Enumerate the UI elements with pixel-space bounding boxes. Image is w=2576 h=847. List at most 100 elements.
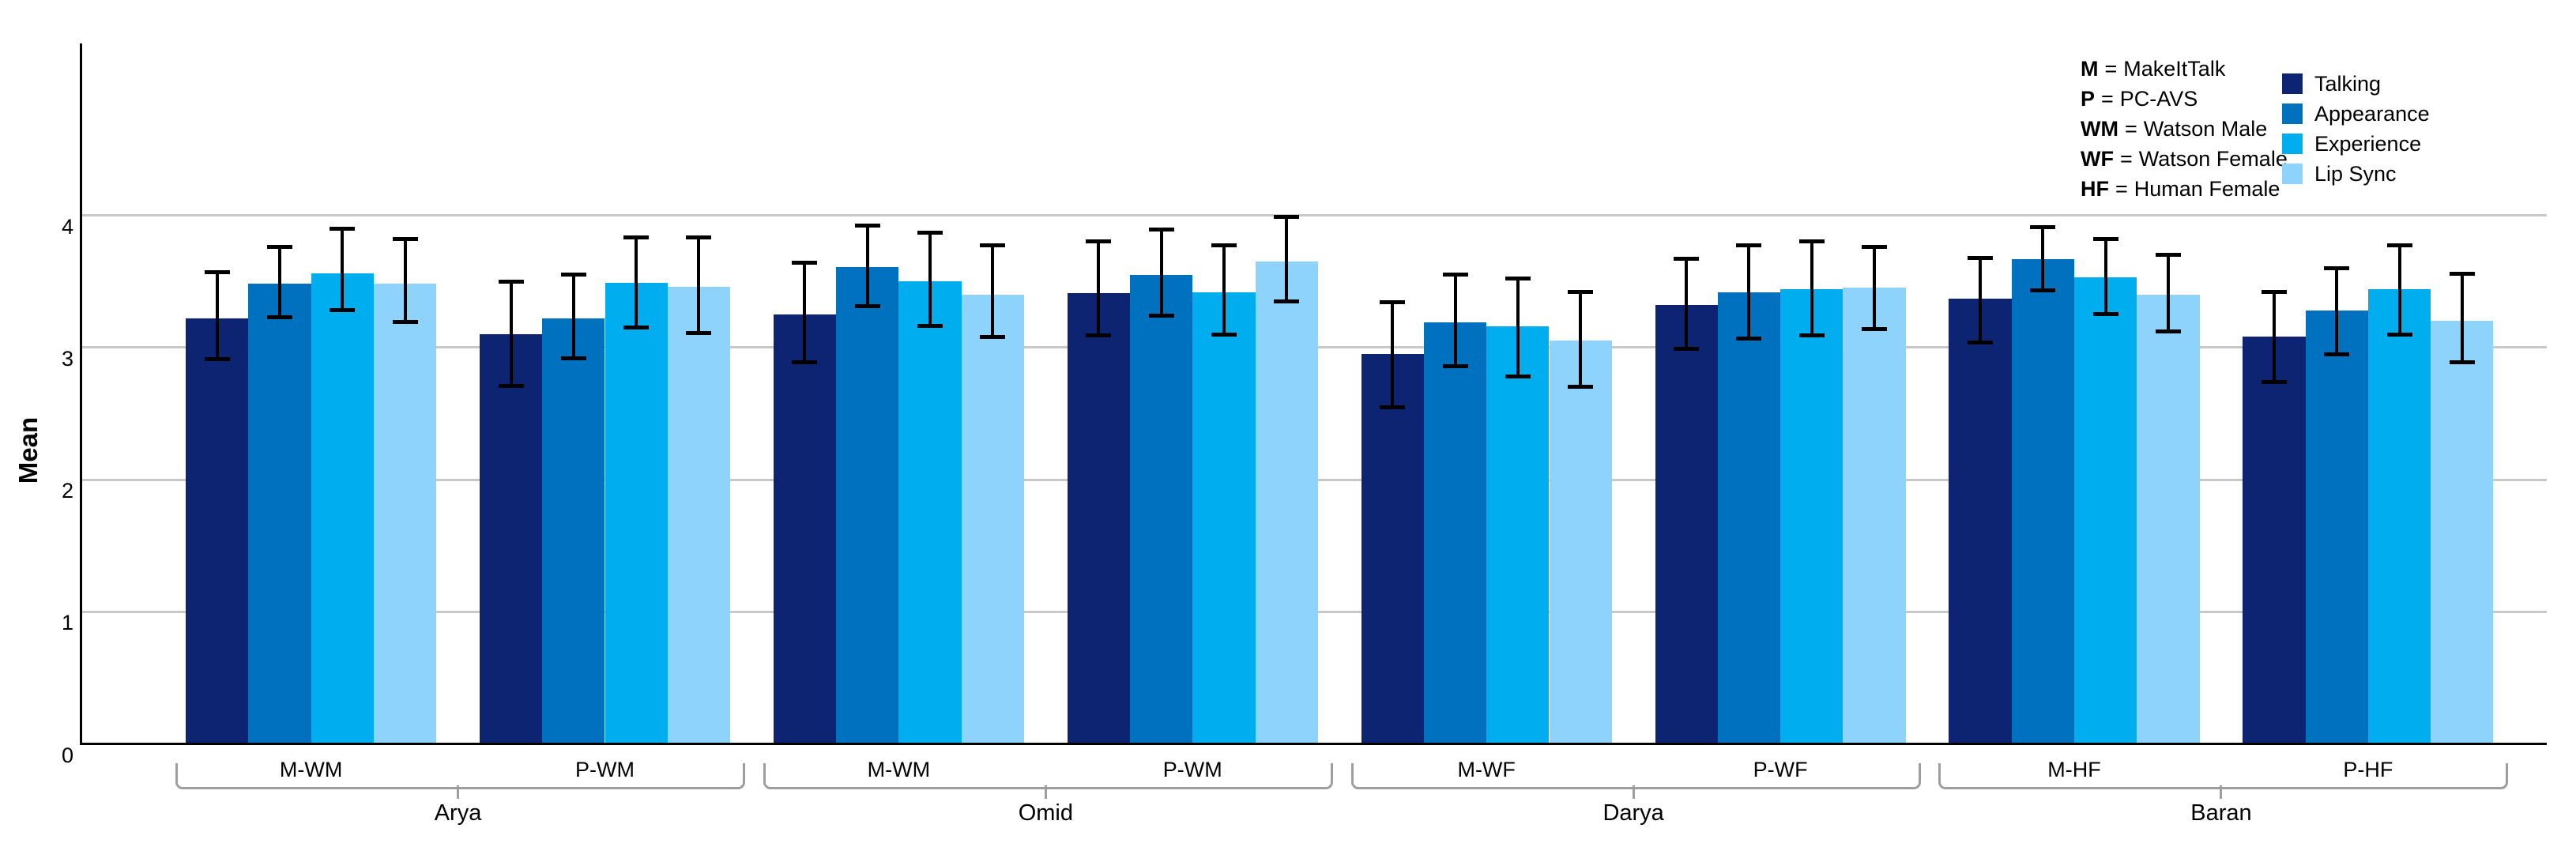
error-bar [1097, 241, 1101, 336]
bar-appearance [248, 284, 311, 744]
error-bar [509, 281, 513, 386]
error-bar-cap [980, 243, 1006, 248]
error-bar-cap [1380, 405, 1406, 409]
abbreviation-definition: PC-AVS [2119, 87, 2198, 111]
bar-appearance [836, 266, 899, 744]
bar-lip-sync [1255, 262, 1318, 744]
bar-experience [1486, 326, 1550, 744]
legend-item-label: Lip Sync [2314, 161, 2397, 186]
abbreviation-item: M = MakeItTalk [2081, 54, 2288, 84]
x-axis-cluster-label: P-WM [574, 758, 635, 781]
legend-color-swatch [2282, 73, 2303, 94]
error-bar-cap [1674, 257, 1700, 262]
error-bar [341, 228, 345, 311]
error-bar-cap [2261, 379, 2287, 384]
error-bar-cap [1086, 333, 1112, 338]
error-bar-cap [392, 237, 418, 242]
y-tick-label: 3 [61, 346, 73, 371]
error-bar-cap [1148, 314, 1174, 318]
bar-lip-sync [2431, 321, 2494, 744]
x-axis-line [80, 743, 2547, 745]
bar-appearance [542, 318, 605, 744]
error-bar-cap [330, 226, 356, 231]
legend-item: Talking [2282, 73, 2430, 94]
error-bar-cap [792, 360, 818, 364]
y-tick-label: 4 [61, 214, 73, 239]
group-bracket [1938, 763, 2509, 789]
error-bar [635, 237, 638, 328]
bar-talking [1361, 354, 1424, 744]
error-bar-cap [686, 330, 712, 335]
error-bar [2103, 239, 2107, 314]
error-bar [1685, 258, 1689, 349]
error-bar [277, 247, 281, 318]
error-bar [403, 239, 407, 322]
equals-sign: = [2101, 87, 2114, 111]
error-bar-cap [1736, 243, 1762, 248]
error-bar-cap [623, 235, 650, 240]
error-bar-cap [1211, 243, 1237, 248]
abbreviation-definition: Human Female [2133, 177, 2280, 201]
bar-talking [1949, 298, 2012, 744]
error-bar-cap [623, 326, 650, 330]
error-bar-cap [2092, 237, 2118, 242]
abbreviation-item: P = PC-AVS [2081, 84, 2288, 114]
error-bar-cap [266, 245, 292, 250]
bar-lip-sync [2137, 294, 2200, 744]
equals-sign: = [2124, 117, 2137, 141]
error-bar-cap [917, 324, 943, 329]
error-bar-cap [2155, 329, 2181, 334]
y-tick-label: 1 [61, 611, 73, 635]
x-axis-cluster-label: M-WM [867, 758, 931, 781]
bar-lip-sync [373, 284, 437, 744]
error-bar [571, 274, 575, 359]
bar-talking [2243, 337, 2306, 744]
bar-experience [311, 273, 374, 744]
bar-lip-sync [1549, 341, 1612, 744]
abbreviation-term: M [2081, 57, 2099, 81]
group-bracket-notch [2220, 785, 2223, 799]
error-bar-cap [686, 235, 712, 240]
bar-appearance [2011, 258, 2074, 744]
error-bar [928, 232, 932, 326]
group-bracket-notch [457, 785, 460, 799]
error-bar-cap [1798, 333, 1825, 338]
error-bar-cap [2092, 312, 2118, 317]
legend-item-label: Appearance [2314, 101, 2430, 126]
error-bar [991, 245, 995, 337]
legend-item-label: Talking [2314, 71, 2382, 96]
error-bar-cap [1442, 273, 1468, 277]
error-bar [1285, 216, 1289, 302]
error-bar-cap [2030, 288, 2056, 293]
bar-talking [186, 318, 249, 744]
legend: Talking Appearance Experience Lip Sync [2282, 73, 2430, 194]
error-bar-cap [1274, 299, 1300, 303]
y-axis-line [80, 43, 82, 745]
abbreviation-term: WM [2081, 117, 2118, 141]
error-bar [215, 272, 219, 360]
error-bar-cap [498, 279, 524, 284]
bar-experience [2074, 277, 2137, 744]
x-axis-cluster-label: P-WF [1753, 758, 1808, 781]
group-label: Arya [434, 800, 482, 826]
abbreviation-definition: MakeItTalk [2123, 57, 2226, 81]
error-bar-cap [854, 304, 880, 309]
abbreviation-definition: Watson Female [2138, 147, 2288, 171]
group-label: Darya [1602, 800, 1664, 826]
bar-appearance [1130, 274, 1193, 744]
error-bar [1516, 278, 1520, 377]
error-bar-cap [560, 356, 586, 360]
bar-lip-sync [1843, 288, 1906, 744]
bar-appearance [1717, 292, 1781, 744]
y-tick-label: 0 [61, 743, 73, 767]
abbreviation-item: WM = Watson Male [2081, 114, 2288, 144]
equals-sign: = [2104, 57, 2118, 81]
error-bar [2166, 254, 2170, 332]
error-bar [803, 262, 807, 363]
error-bar-cap [560, 273, 586, 277]
abbreviation-key: M = MakeItTalk P = PC-AVS WM = Watson Male WF =… [2081, 54, 2288, 204]
error-bar-cap [204, 357, 230, 362]
group-bracket [1350, 763, 1921, 789]
bar-experience [2367, 289, 2431, 744]
error-bar-cap [1674, 346, 1700, 351]
